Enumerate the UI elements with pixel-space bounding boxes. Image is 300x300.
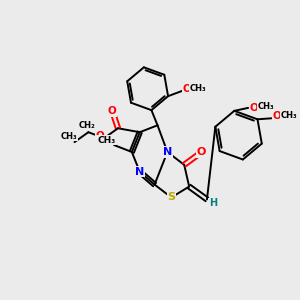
Text: O: O <box>96 131 105 141</box>
Text: O: O <box>250 103 258 113</box>
Text: H: H <box>209 198 217 208</box>
Text: S: S <box>167 192 175 203</box>
Text: O: O <box>108 106 116 116</box>
Text: O: O <box>273 111 282 121</box>
Text: CH₃: CH₃ <box>60 132 77 141</box>
Text: O: O <box>182 84 191 94</box>
Text: CH₃: CH₃ <box>258 102 274 111</box>
Text: CH₃: CH₃ <box>189 84 206 93</box>
Text: CH₃: CH₃ <box>97 136 115 145</box>
Text: CH₃: CH₃ <box>281 111 297 120</box>
Text: N: N <box>163 147 172 157</box>
Text: O: O <box>196 147 206 157</box>
Text: CH₂: CH₂ <box>79 121 96 130</box>
Text: N: N <box>135 167 144 177</box>
